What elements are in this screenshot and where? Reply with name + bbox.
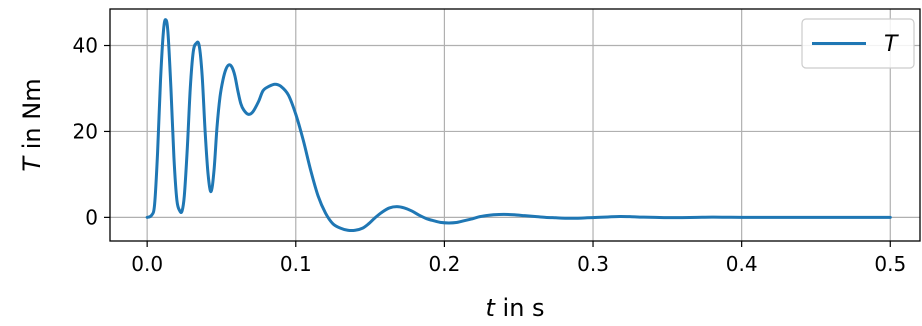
- y-tick-label: 20: [73, 119, 98, 143]
- x-tick-label: 0.4: [726, 252, 758, 276]
- ticks: 0.0 0.1 0.2 0.3 0.4 0.5 0 20 40: [73, 34, 907, 276]
- y-tick-label: 0: [85, 205, 98, 229]
- x-tick-label: 0.0: [131, 252, 163, 276]
- legend: T: [801, 18, 915, 69]
- legend-label: T: [884, 32, 899, 57]
- y-tick-label: 40: [73, 34, 98, 58]
- x-tick-label: 0.1: [280, 252, 312, 276]
- plot-frame: [109, 8, 921, 242]
- x-tick-label: 0.3: [577, 252, 609, 276]
- x-tick-label: 0.2: [428, 252, 460, 276]
- series-line-T: [145, 18, 892, 233]
- x-axis-label: t in s: [485, 294, 544, 322]
- series-layer: [145, 18, 892, 233]
- grid: [110, 9, 920, 241]
- y-axis-label: T in Nm: [18, 78, 46, 171]
- x-tick-label: 0.5: [874, 252, 906, 276]
